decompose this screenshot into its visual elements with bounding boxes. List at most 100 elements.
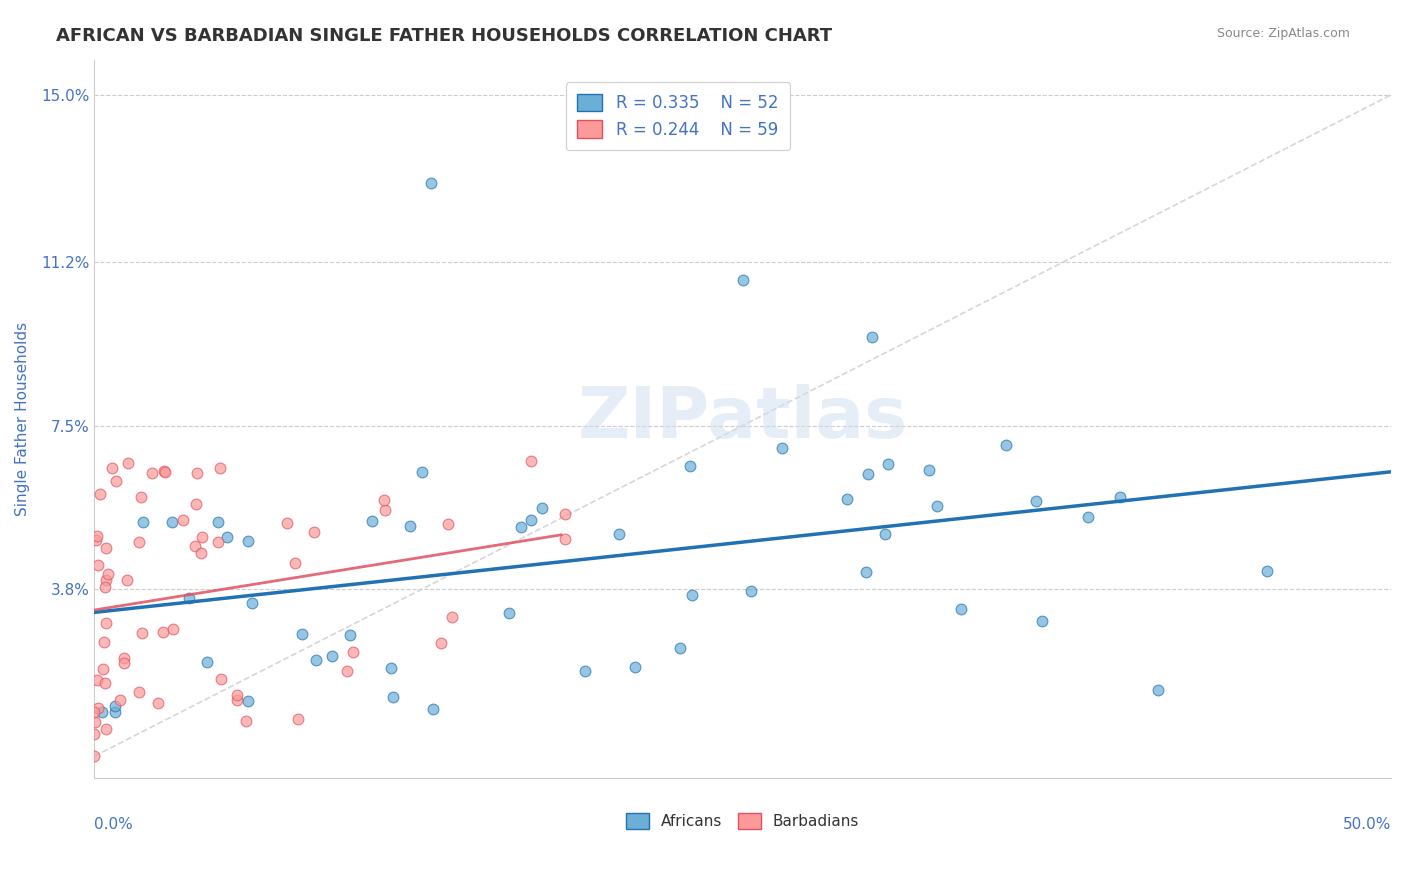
Africans [179, 591, 201, 606]
Africans [731, 273, 754, 287]
Barbadians [209, 461, 232, 475]
Barbadians [100, 461, 122, 475]
Africans [740, 584, 762, 599]
Africans [995, 438, 1018, 452]
Africans [531, 501, 554, 516]
Africans [1025, 494, 1047, 508]
Barbadians [112, 656, 135, 670]
Africans [215, 530, 238, 544]
Africans [856, 467, 879, 481]
Africans [382, 690, 405, 705]
Barbadians [108, 693, 131, 707]
Africans [574, 665, 596, 679]
Africans [339, 628, 361, 642]
Africans [160, 515, 183, 529]
Africans [520, 513, 543, 527]
Barbadians [96, 722, 118, 736]
Africans [1077, 510, 1099, 524]
Africans [860, 330, 883, 344]
Barbadians [86, 529, 108, 543]
Barbadians [141, 466, 163, 480]
Africans [103, 698, 125, 713]
Barbadians [172, 513, 194, 527]
Barbadians [94, 676, 117, 690]
Africans [195, 655, 218, 669]
Barbadians [335, 664, 357, 678]
Africans [422, 702, 444, 716]
Africans [873, 527, 896, 541]
Barbadians [131, 626, 153, 640]
Barbadians [225, 693, 247, 707]
Barbadians [83, 727, 105, 741]
Africans [668, 641, 690, 656]
Barbadians [97, 567, 120, 582]
Barbadians [287, 712, 309, 726]
Barbadians [84, 715, 107, 730]
Barbadians [86, 533, 108, 547]
Africans [321, 648, 343, 663]
Barbadians [94, 580, 117, 594]
Text: ZIPatlas: ZIPatlas [578, 384, 908, 453]
Africans [679, 458, 702, 473]
Barbadians [89, 487, 111, 501]
Y-axis label: Single Father Households: Single Father Households [15, 322, 30, 516]
Africans [624, 660, 647, 674]
Africans [1256, 564, 1278, 578]
Barbadians [112, 651, 135, 665]
Barbadians [186, 466, 208, 480]
Barbadians [94, 573, 117, 587]
Barbadians [190, 546, 212, 560]
Barbadians [94, 615, 117, 630]
Barbadians [129, 490, 152, 504]
Africans [236, 533, 259, 548]
Africans [1146, 683, 1168, 698]
Barbadians [152, 464, 174, 478]
Barbadians [94, 541, 117, 556]
Barbadians [374, 503, 396, 517]
Africans [925, 499, 948, 513]
Barbadians [152, 625, 174, 640]
Africans [498, 606, 520, 620]
Africans [837, 492, 859, 507]
Barbadians [153, 465, 176, 479]
Barbadians [283, 556, 305, 570]
Legend: Africans, Barbadians: Africans, Barbadians [620, 807, 866, 835]
Barbadians [520, 454, 543, 468]
Text: AFRICAN VS BARBADIAN SINGLE FATHER HOUSEHOLDS CORRELATION CHART: AFRICAN VS BARBADIAN SINGLE FATHER HOUSE… [56, 27, 832, 45]
Barbadians [373, 493, 395, 508]
Africans [240, 596, 263, 610]
Africans [1031, 614, 1053, 628]
Barbadians [128, 684, 150, 698]
Barbadians [554, 533, 576, 547]
Africans [380, 660, 402, 674]
Africans [607, 526, 630, 541]
Barbadians [342, 645, 364, 659]
Africans [103, 705, 125, 719]
Africans [1109, 490, 1132, 504]
Barbadians [191, 530, 214, 544]
Barbadians [105, 475, 128, 489]
Africans [877, 457, 900, 471]
Barbadians [235, 714, 257, 729]
Africans [360, 514, 382, 528]
Barbadians [83, 705, 105, 719]
Barbadians [441, 609, 464, 624]
Text: 0.0%: 0.0% [94, 817, 134, 832]
Barbadians [430, 635, 453, 649]
Text: Source: ZipAtlas.com: Source: ZipAtlas.com [1216, 27, 1350, 40]
Africans [207, 516, 229, 530]
Barbadians [207, 534, 229, 549]
Africans [770, 441, 793, 455]
Barbadians [184, 539, 207, 553]
Barbadians [87, 558, 110, 572]
Barbadians [554, 507, 576, 521]
Barbadians [91, 662, 114, 676]
Barbadians [437, 516, 460, 531]
Barbadians [86, 673, 108, 688]
Barbadians [162, 622, 184, 636]
Barbadians [128, 535, 150, 549]
Barbadians [211, 672, 233, 686]
Barbadians [146, 696, 169, 710]
Africans [510, 519, 533, 533]
Africans [90, 705, 112, 719]
